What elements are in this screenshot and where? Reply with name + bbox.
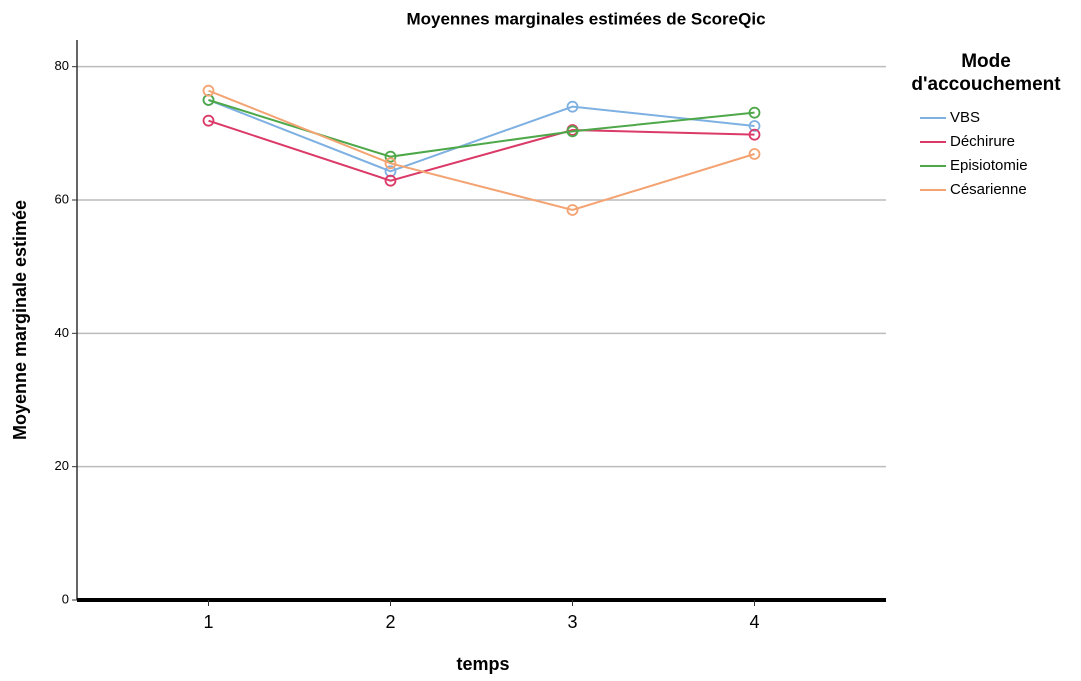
legend-label: VBS <box>950 109 980 126</box>
point-marker <box>566 125 579 138</box>
x-tick-label: 2 <box>385 612 395 632</box>
x-axis-label: temps <box>456 654 509 674</box>
point-marker <box>748 120 761 132</box>
point-marker <box>748 106 761 119</box>
series-line <box>208 89 755 212</box>
y-tick-label: 80 <box>55 58 69 73</box>
point-marker <box>202 84 215 97</box>
y-axis-label: Moyenne marginale estimée <box>10 200 30 440</box>
point-marker <box>384 174 397 187</box>
point-marker <box>566 100 579 113</box>
chart-title: Moyennes marginales estimées de ScoreQic <box>406 9 765 28</box>
point-marker <box>202 114 215 127</box>
legend-title: Mode <box>961 51 1011 72</box>
y-tick-label: 0 <box>62 591 69 606</box>
x-tick-label: 3 <box>567 612 577 632</box>
series-line <box>208 99 755 173</box>
y-tick-label: 20 <box>55 458 69 473</box>
legend-title: d'accouchement <box>911 74 1061 95</box>
point-marker <box>384 150 397 163</box>
series-line <box>208 99 755 158</box>
point-marker <box>566 204 579 216</box>
series-line <box>208 119 755 182</box>
legend-label: Césarienne <box>950 181 1027 198</box>
x-tick-label: 4 <box>749 612 759 632</box>
point-marker <box>384 157 397 170</box>
legend-label: Déchirure <box>950 133 1015 150</box>
y-tick-label: 60 <box>55 191 69 206</box>
point-marker <box>748 128 761 141</box>
point-marker <box>748 148 761 160</box>
y-tick-label: 40 <box>55 325 69 340</box>
x-tick-label: 1 <box>203 612 213 632</box>
legend-label: Episiotomie <box>950 157 1028 174</box>
